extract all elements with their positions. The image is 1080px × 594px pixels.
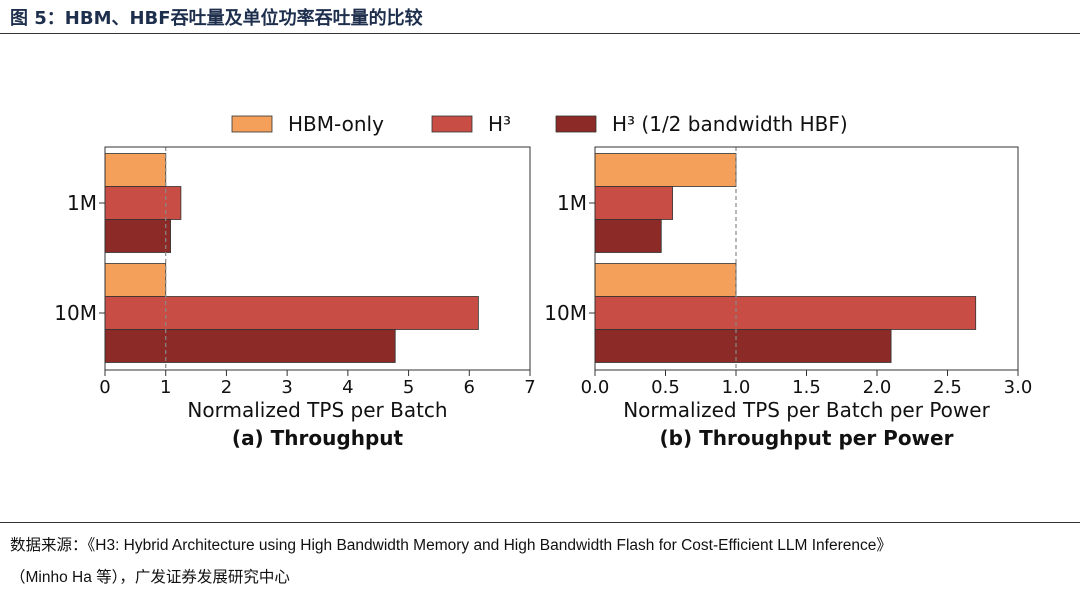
panel-a-xtick-label-4: 4	[342, 377, 353, 398]
panel-b-bar-10m-series-1	[594, 263, 737, 297]
panel-b-bar-10m-series-3	[594, 329, 892, 363]
panel-b-xtick-label-5: 2.5	[933, 377, 962, 398]
panel-b-xlabel: Normalized TPS per Batch per Power	[623, 398, 990, 422]
source-line-2: （Minho Ha 等），广发证券发展研究中心	[10, 569, 290, 586]
panel-b-bar-1m-series-2	[594, 186, 673, 220]
figure-charts: HBM-only H³ H³ (1/2 bandwidth HBF) 1M 10M 0 1 2…	[54, 112, 1033, 450]
panel-a-ytick-label-10m: 10M	[54, 301, 97, 325]
bottom-rule	[0, 522, 1080, 523]
panel-a-bar-1m-series-2	[104, 186, 182, 220]
panel-b-xtick-label-6: 3.0	[1004, 377, 1033, 398]
panel-a-xtick-label-6: 6	[464, 377, 475, 398]
panel-a-caption: (a) Throughput	[232, 426, 404, 450]
panel-a-xtick-label-1: 1	[160, 377, 171, 398]
panel-a-xtick-label-2: 2	[221, 377, 232, 398]
panel-b-caption: (b) Throughput per Power	[660, 426, 954, 450]
panel-b-xtick-label-4: 2.0	[863, 377, 892, 398]
legend-swatch-2	[431, 115, 473, 133]
legend-label-3: H³ (1/2 bandwidth HBF)	[612, 112, 848, 136]
panel-b-xtick-label-1: 0.5	[651, 377, 680, 398]
panel-a-xlabel: Normalized TPS per Batch	[187, 398, 447, 422]
figure-title: 图 5：HBM、HBF吞吐量及单位功率吞吐量的比较	[10, 8, 423, 29]
panel-a-xtick-label-5: 5	[403, 377, 414, 398]
panel-a-ytick-label-1m: 1M	[67, 191, 97, 215]
legend-swatch-3	[555, 115, 597, 133]
panel-a-bar-10m-series-1	[104, 263, 167, 297]
panel-a-xtick-label-7: 7	[524, 377, 535, 398]
panel-b-xtick-label-0: 0.0	[581, 377, 610, 398]
panel-a-xtick-label-0: 0	[99, 377, 110, 398]
panel-b-bar-10m-series-2	[594, 296, 977, 330]
panel-a-bar-10m-series-2	[104, 296, 479, 330]
panel-a-xtick-label-3: 3	[281, 377, 292, 398]
legend-label-1: HBM-only	[288, 112, 384, 136]
panel-b-xtick-label-2: 1.0	[722, 377, 751, 398]
panel-a-frame	[104, 146, 531, 371]
panel-b-xtick-label-3: 1.5	[792, 377, 821, 398]
source-note: 数据来源：《H3: Hybrid Architecture using High…	[10, 530, 892, 594]
panel-a-bar-1m-series-1	[104, 153, 167, 187]
legend-swatch-1	[231, 115, 273, 133]
panel-b-ytick-label-1m: 1M	[557, 191, 587, 215]
top-rule	[0, 33, 1080, 34]
legend-label-2: H³	[488, 112, 511, 136]
panel-b-bar-1m-series-3	[594, 219, 662, 253]
panel-b-bar-1m-series-1	[594, 153, 737, 187]
panel-a-bar-1m-series-3	[104, 219, 171, 253]
panel-b-ytick-label-10m: 10M	[544, 301, 587, 325]
source-line-1: 数据来源：《H3: Hybrid Architecture using High…	[10, 537, 892, 554]
panel-a-bar-10m-series-3	[104, 329, 396, 363]
